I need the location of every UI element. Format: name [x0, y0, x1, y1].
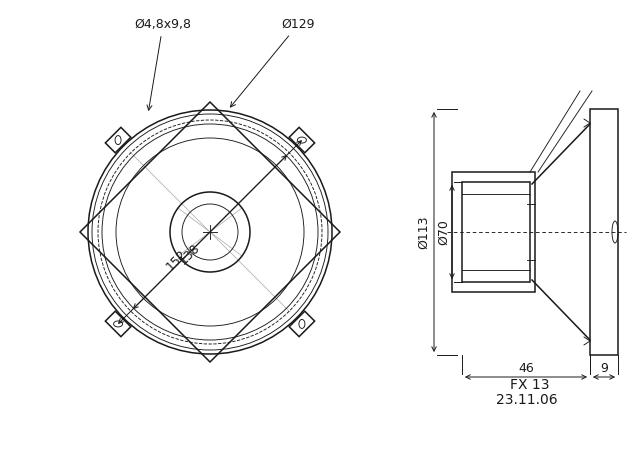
Text: 152: 152	[164, 247, 190, 273]
Text: FX 13: FX 13	[510, 378, 550, 392]
Text: 9: 9	[600, 362, 608, 375]
Text: Ø4,8x9,8: Ø4,8x9,8	[135, 18, 191, 110]
Text: 46: 46	[518, 362, 534, 375]
Text: 23.11.06: 23.11.06	[496, 393, 558, 407]
Text: Ø70: Ø70	[437, 219, 450, 245]
Text: Ø113: Ø113	[417, 215, 430, 249]
Text: Ø129: Ø129	[231, 18, 315, 107]
Text: 138: 138	[177, 241, 203, 267]
